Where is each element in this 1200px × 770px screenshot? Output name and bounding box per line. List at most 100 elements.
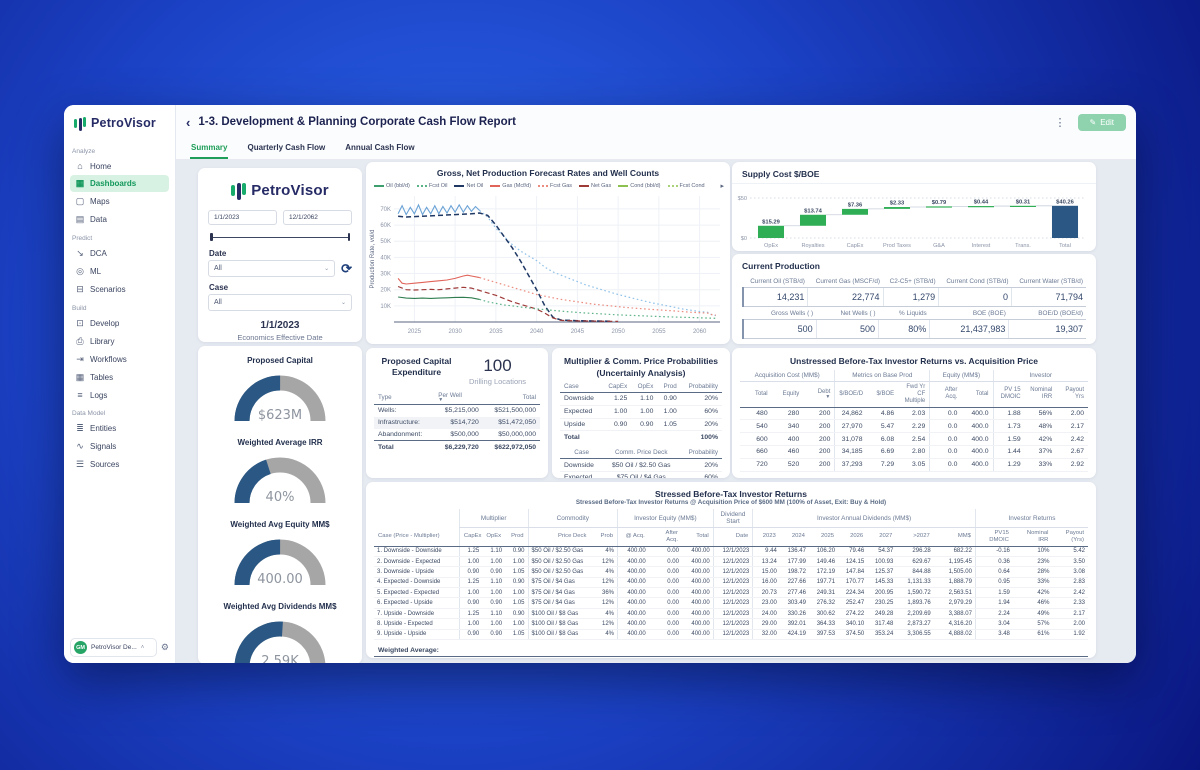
chevron-down-icon: ⌄ — [324, 266, 330, 272]
cell: 0.95 — [974, 577, 1013, 589]
tab-summary[interactable]: Summary — [190, 139, 229, 159]
cell: 100.93 — [867, 556, 897, 568]
svg-text:2025: 2025 — [408, 329, 422, 335]
tab-annual-cash-flow[interactable]: Annual Cash Flow — [345, 143, 415, 152]
svg-text:OpEx: OpEx — [764, 243, 778, 249]
column-header: Type — [374, 390, 435, 405]
sidebar-item-sources[interactable]: ☰ Sources — [70, 456, 169, 473]
sidebar-item-maps[interactable]: ▢ Maps — [70, 193, 169, 210]
cell: 2.00 — [1052, 618, 1088, 630]
cell: 0.90 — [482, 629, 506, 640]
unstressed-returns-card: Unstressed Before-Tax Investor Returns v… — [732, 348, 1096, 478]
sidebar-item-develop[interactable]: ⊡ Develop — [70, 315, 169, 332]
settings-gear-icon[interactable]: ⚙ — [160, 642, 169, 652]
svg-text:2030: 2030 — [448, 329, 462, 335]
date-filter-select[interactable]: All ⌄ — [208, 260, 336, 277]
svg-text:2060: 2060 — [693, 329, 707, 335]
svg-text:$0.79: $0.79 — [932, 200, 947, 206]
cell: 1.05 — [505, 566, 529, 578]
column-header: % Liquids — [899, 310, 927, 317]
sidebar-section-label: Build — [72, 305, 87, 312]
cell: 49% — [1012, 608, 1053, 620]
total-cell — [657, 430, 681, 444]
slider-handle-right[interactable] — [347, 233, 350, 241]
cell: 12% — [590, 618, 618, 630]
sidebar-item-library[interactable]: ⎙ Library — [70, 333, 169, 350]
cell: 400.00 — [681, 556, 714, 568]
cell: 1.10 — [482, 577, 506, 589]
date-to-input[interactable]: 12/1/2062 — [283, 210, 352, 225]
cell: 424.19 — [779, 629, 809, 640]
sidebar-item-signals[interactable]: ∿ Signals — [70, 438, 169, 455]
cell: 296.28 — [896, 546, 934, 557]
tab-quarterly-cash-flow[interactable]: Quarterly Cash Flow — [247, 143, 326, 152]
cell: 1.00 — [482, 618, 506, 630]
legend-label: Net Gas — [591, 183, 612, 189]
cell: 1.00 — [657, 405, 681, 419]
filter-card: PetroVisor 1/1/2023 12/1/2062 Date All ⌄ … — [198, 168, 362, 342]
total-value: $521,500,000 — [494, 407, 536, 415]
cell: 12% — [590, 556, 618, 568]
sidebar-item-dca[interactable]: ↘ DCA — [70, 245, 169, 262]
date-range-slider[interactable] — [210, 233, 350, 241]
date-from-input[interactable]: 1/1/2023 — [208, 210, 277, 225]
cell: 1.05 — [505, 629, 529, 640]
cell: 2. Downside - Expected — [374, 556, 460, 568]
svg-text:$15.29: $15.29 — [762, 219, 781, 225]
cell: 9.44 — [752, 546, 780, 557]
cell: 4,316.20 — [933, 618, 976, 630]
sidebar-item-ml[interactable]: ◎ ML — [70, 263, 169, 280]
legend-swatch-dotted — [538, 185, 549, 187]
weighted-average-cell: 2,586.96 — [933, 656, 976, 658]
unstressed-data-table: Acquisition Cost (MM$) Metrics on Base Pr… — [740, 370, 1088, 472]
cell: 4.86 — [866, 407, 899, 421]
cell: 33% — [1024, 458, 1057, 472]
sidebar-item-label: Library — [90, 337, 115, 346]
svg-text:30K: 30K — [380, 272, 391, 278]
weighted-average-cell: 400.00 — [681, 656, 714, 658]
stressed-title: Stressed Before-Tax Investor Returns — [655, 489, 807, 499]
sidebar-item-logs[interactable]: ≡ Logs — [70, 387, 169, 403]
edit-button[interactable]: ✎ Edit — [1077, 113, 1126, 131]
multiplier-table: Case CapEx OpEx Prod Probability Downside 1.25… — [560, 381, 722, 444]
cell: 7. Upside - Downside — [374, 608, 460, 620]
cell: 200 — [803, 432, 835, 447]
cell: 1.94 — [974, 597, 1013, 609]
refresh-icon[interactable]: ⟳ — [341, 261, 352, 276]
cell: 33% — [1012, 577, 1053, 589]
slider-handle-left[interactable] — [210, 233, 213, 241]
more-options-icon[interactable]: ⋮ — [1054, 116, 1066, 129]
develop-icon: ⊡ — [76, 318, 84, 328]
sidebar-item-scenarios[interactable]: ⊟ Scenarios — [70, 281, 169, 298]
multiplier-title-line1: Multiplier & Comm. Price Probabilities — [564, 356, 718, 366]
gauge-value: 400.00 — [257, 572, 303, 587]
sidebar-item-data[interactable]: ▤ Data — [70, 211, 169, 228]
sort-descending-icon[interactable]: ▼ — [438, 397, 444, 403]
sort-descending-icon[interactable]: ▼ — [825, 394, 831, 401]
back-button[interactable]: ‹ — [186, 114, 191, 130]
sidebar-item-dashboards[interactable]: ▦ Dashboards — [70, 175, 169, 192]
cell: 7.29 — [866, 458, 899, 472]
cell: 2.67 — [1056, 445, 1088, 459]
sidebar-item-home[interactable]: ⌂ Home — [70, 158, 169, 174]
sidebar-item-tables[interactable]: ▦ Tables — [70, 369, 169, 386]
cell: 31,078 — [834, 432, 867, 447]
workspace-switcher[interactable]: GM PetroVisor De... ˄ — [70, 638, 157, 657]
sidebar-item-workflows[interactable]: ⇥ Workflows — [70, 351, 169, 368]
cell: 400.00 — [616, 608, 649, 620]
cell: 3. Downside - Upside — [374, 566, 460, 578]
cell: 29.00 — [752, 618, 780, 630]
cell: 5.47 — [866, 419, 899, 434]
cell: 2.29 — [898, 419, 930, 434]
legend-scroll-right-icon[interactable]: ▸ — [720, 183, 724, 190]
column-header: PV15 DMOIC — [974, 527, 1013, 547]
series-navy-net — [398, 212, 611, 322]
home-icon: ⌂ — [77, 161, 83, 171]
cell: 20% — [679, 458, 722, 472]
sidebar-item-entities[interactable]: ≣ Entities — [70, 420, 169, 437]
cell: 12% — [590, 597, 618, 609]
value-cell: 21,437,983 — [929, 319, 1009, 339]
cell: 400.00 — [616, 597, 649, 609]
cell: 1.05 — [505, 597, 529, 609]
case-filter-select[interactable]: All ⌄ — [208, 294, 352, 311]
